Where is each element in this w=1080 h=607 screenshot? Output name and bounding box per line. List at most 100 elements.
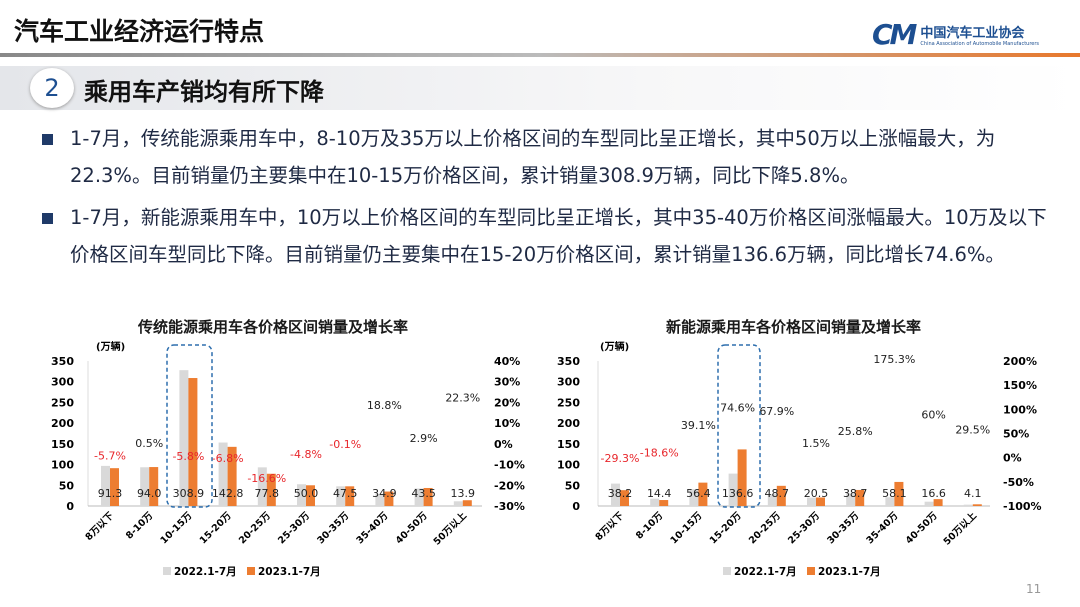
y2-tick-label: 20% bbox=[494, 396, 520, 409]
bar-2023 bbox=[149, 467, 159, 506]
legend-swatch bbox=[163, 567, 171, 575]
y-axis-unit: (万辆) bbox=[96, 340, 125, 353]
value-label: 58.1 bbox=[882, 487, 907, 500]
y2-tick-label: -20% bbox=[494, 479, 525, 492]
page-number: 11 bbox=[1026, 582, 1042, 596]
growth-label: -18.6% bbox=[640, 447, 679, 460]
y2-tick-label: 50% bbox=[1003, 428, 1029, 441]
y-tick-label: 200 bbox=[51, 417, 74, 430]
logo-cn: 中国汽车工业协会 bbox=[920, 26, 1025, 41]
y2-tick-label: 200% bbox=[1003, 355, 1037, 368]
y2-tick-label: 30% bbox=[494, 376, 520, 389]
growth-label: -0.1% bbox=[329, 438, 361, 451]
category-label: 20-25万 bbox=[747, 510, 783, 546]
bar-2022 bbox=[375, 493, 385, 506]
value-label: 56.4 bbox=[686, 487, 711, 500]
value-label: 20.5 bbox=[804, 487, 829, 500]
growth-label: 39.1% bbox=[681, 419, 716, 432]
bar-2022 bbox=[336, 486, 346, 506]
y2-tick-label: 100% bbox=[1003, 403, 1037, 416]
bullet-2: 1-7月，新能源乘用车中，10万以上价格区间的车型同比呈正增长，其中35-40万… bbox=[42, 199, 1052, 273]
bar-2022 bbox=[767, 493, 777, 506]
legend-label: 2023.1-7月 bbox=[818, 566, 881, 578]
category-label: 50万以上 bbox=[941, 509, 979, 547]
section-number: 2 bbox=[30, 68, 74, 108]
legend-label: 2023.1-7月 bbox=[258, 566, 321, 578]
value-label: 34.9 bbox=[372, 487, 397, 500]
value-label: 50.0 bbox=[294, 487, 319, 500]
category-label: 50万以上 bbox=[431, 509, 469, 547]
bar-2023 bbox=[816, 497, 825, 506]
bar-2023 bbox=[110, 468, 119, 506]
value-label: 308.9 bbox=[173, 487, 205, 500]
y-tick-label: 100 bbox=[557, 459, 580, 472]
category-label: 8万以下 bbox=[594, 510, 627, 543]
growth-label: -4.8% bbox=[290, 448, 322, 461]
y-tick-label: 350 bbox=[51, 355, 74, 368]
bar-2022 bbox=[218, 442, 228, 506]
chart-2-title: 新能源乘用车各价格区间销量及增长率 bbox=[666, 318, 922, 336]
y-tick-label: 250 bbox=[51, 396, 74, 409]
growth-label: 67.9% bbox=[759, 405, 794, 418]
growth-label: 175.3% bbox=[873, 353, 915, 366]
highlight-box bbox=[717, 344, 761, 508]
bar-2022 bbox=[963, 504, 973, 506]
bar-2023 bbox=[776, 485, 786, 506]
legend-label: 2022.1-7月 bbox=[734, 566, 797, 578]
bar-2022 bbox=[257, 467, 267, 506]
bar-2023 bbox=[306, 485, 315, 506]
category-label: 30-35万 bbox=[315, 510, 351, 546]
section-title: 乘用车产销均有所下降 bbox=[84, 78, 324, 106]
logo-en: China Association of Automobile Manufact… bbox=[920, 41, 1040, 47]
legend-swatch bbox=[247, 567, 255, 575]
category-label: 15-20万 bbox=[708, 510, 744, 546]
category-label: 8-10万 bbox=[634, 510, 666, 542]
bar-2023 bbox=[894, 481, 904, 506]
bullet-square-icon bbox=[42, 134, 53, 145]
bar-2023 bbox=[188, 378, 198, 506]
bar-2023 bbox=[620, 490, 629, 506]
y2-tick-label: 0% bbox=[1003, 452, 1022, 465]
bar-2023 bbox=[423, 487, 433, 506]
growth-label: -6.8% bbox=[212, 452, 244, 465]
bar-2022 bbox=[728, 473, 738, 506]
legend-swatch bbox=[723, 567, 731, 575]
category-label: 40-50万 bbox=[394, 510, 430, 546]
value-label: 38.7 bbox=[843, 487, 868, 500]
bar-2023 bbox=[659, 500, 669, 506]
bar-2022 bbox=[611, 483, 620, 506]
value-label: 91.3 bbox=[98, 487, 123, 500]
bar-2023 bbox=[384, 491, 394, 506]
header-divider bbox=[0, 53, 1080, 57]
value-label: 13.9 bbox=[451, 487, 476, 500]
y-tick-label: 300 bbox=[51, 376, 74, 389]
y2-tick-label: 0% bbox=[494, 438, 513, 451]
growth-label: -5.8% bbox=[172, 450, 204, 463]
page-title: 汽车工业经济运行特点 bbox=[14, 17, 265, 46]
y-axis-unit: (万辆) bbox=[600, 340, 629, 353]
bar-2022 bbox=[689, 489, 699, 506]
y-tick-label: 0 bbox=[572, 500, 580, 513]
y-tick-label: 350 bbox=[557, 355, 580, 368]
y2-tick-label: 10% bbox=[494, 417, 520, 430]
value-label: 4.1 bbox=[964, 487, 982, 500]
bar-2023 bbox=[462, 500, 472, 506]
bar-2023 bbox=[345, 486, 355, 506]
y-tick-label: 50 bbox=[59, 479, 75, 492]
bar-2022 bbox=[924, 501, 934, 506]
growth-label: 60% bbox=[921, 409, 945, 422]
category-label: 20-25万 bbox=[237, 510, 273, 546]
y2-tick-label: 40% bbox=[494, 355, 520, 368]
bar-2022 bbox=[140, 467, 150, 506]
y-tick-label: 150 bbox=[557, 438, 580, 451]
category-label: 30-35万 bbox=[825, 510, 861, 546]
growth-label: 29.5% bbox=[955, 423, 990, 436]
value-label: 142.8 bbox=[212, 487, 244, 500]
bar-2023 bbox=[227, 446, 237, 506]
growth-label: 2.9% bbox=[410, 432, 438, 445]
y2-tick-label: -30% bbox=[494, 500, 525, 513]
bar-2022 bbox=[101, 465, 110, 506]
bar-2023 bbox=[855, 489, 865, 506]
section-band bbox=[0, 66, 1080, 110]
bar-2023 bbox=[933, 499, 943, 506]
